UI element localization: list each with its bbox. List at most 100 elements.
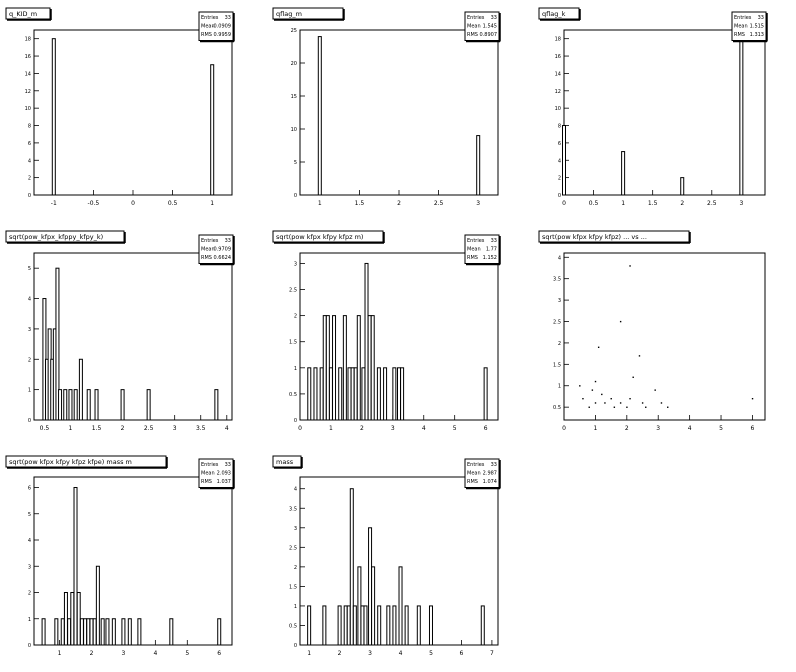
stats-value: 1.545 [483, 24, 497, 30]
plot-title: sqrt(pow_kfpx_kfppy_kfpy_k) [9, 233, 103, 241]
y-tick-label: 12 [555, 89, 561, 95]
stats-value: 1.77 [486, 247, 497, 253]
histogram-bar [41, 618, 46, 646]
histogram-bar [313, 367, 318, 421]
stats-label: Mean [734, 24, 748, 30]
y-tick-label: 12 [25, 89, 31, 95]
y-tick-label: 0 [558, 193, 561, 199]
histogram-panel: 0 1 2 3 4 5 6 0.5 1 1.5 2 2.5 3 3.5 4 sqrt(pow kfpx kfp… [538, 230, 766, 432]
histogram-bar [386, 605, 391, 646]
histogram-bar [397, 367, 401, 421]
y-tick-label: 3.5 [553, 277, 561, 283]
y-tick-label: 0 [294, 193, 297, 199]
plot-frame [33, 476, 233, 646]
plot-title: q_KID_m [9, 10, 37, 18]
histogram-bar [319, 367, 324, 421]
histogram-bar [317, 36, 322, 196]
x-tick-label: 1 [593, 425, 597, 432]
y-tick-label: 1 [28, 617, 31, 623]
x-tick-label: 3 [739, 200, 743, 207]
histogram-bar [325, 315, 330, 421]
stats-value: 0.9709 [214, 247, 232, 253]
histogram-bar [353, 367, 358, 421]
histogram-bar [76, 592, 81, 646]
scatter-point [619, 320, 622, 323]
y-tick-label: 18 [25, 37, 31, 43]
y-tick-label: 0 [28, 643, 31, 649]
x-tick-label: 1 [69, 425, 73, 432]
histogram-bar [94, 389, 99, 421]
y-tick-label: 2.5 [289, 545, 297, 551]
y-tick-label: 2 [294, 565, 297, 571]
y-tick-label: 0 [28, 193, 31, 199]
x-tick-label: 3 [173, 425, 177, 432]
stats-value: 2.987 [483, 471, 497, 477]
x-tick-label: 1 [210, 200, 214, 207]
scatter-point [613, 406, 616, 408]
plot-title-box [272, 7, 344, 20]
stats-label: RMS [467, 479, 478, 485]
scatter-point [579, 385, 581, 387]
y-tick-label: 10 [555, 106, 561, 112]
scatter-point [660, 402, 663, 404]
y-tick-label: 0 [294, 643, 297, 649]
histogram-bar [73, 389, 78, 421]
histogram-bar [210, 64, 215, 196]
y-tick-label: 2 [28, 357, 31, 363]
y-tick-label: 4 [294, 487, 297, 493]
stats-value: 33 [758, 15, 764, 21]
histogram-bar [78, 358, 83, 421]
histogram-bar [89, 618, 94, 646]
histogram-bar [376, 367, 381, 421]
stats-box [198, 234, 234, 264]
stats-value: 2.093 [217, 471, 231, 477]
stats-value: 1.074 [483, 479, 497, 485]
histogram-bar [70, 592, 75, 646]
histogram-bar [307, 367, 312, 421]
x-tick-label: 3 [391, 425, 395, 432]
stats-value: 33 [225, 462, 231, 468]
histogram-bar [349, 488, 354, 646]
x-tick-label: 4 [225, 425, 229, 432]
y-tick-label: 25 [291, 28, 297, 34]
y-tick-label: 4 [28, 538, 31, 544]
histogram-bar [739, 38, 744, 196]
stats-label: Mean [201, 247, 215, 253]
y-tick-label: 20 [291, 61, 297, 67]
stats-label: RMS [467, 32, 478, 38]
y-tick-label: 10 [25, 106, 31, 112]
histogram-bar [68, 389, 73, 421]
y-tick-label: 4 [558, 158, 561, 164]
y-tick-label: 3 [294, 526, 297, 532]
x-tick-label: 0.5 [589, 200, 599, 207]
stats-value: 33 [491, 238, 497, 244]
stats-value: 33 [225, 15, 231, 21]
histogram-bar [92, 618, 97, 646]
plot-title-box [538, 230, 690, 243]
histogram-bar [328, 367, 333, 421]
histogram-bar [416, 605, 421, 646]
y-tick-label: 5 [28, 266, 31, 272]
y-tick-label: 0.5 [553, 405, 561, 411]
histogram-bar [217, 618, 222, 646]
y-tick-label: 14 [25, 71, 31, 77]
histogram-panel: 0.5 1 1.5 2 2.5 3 3.5 4 0 1 2 3 4 5 sqrt(pow_kfpx_kfpp… [5, 230, 235, 432]
stats-box [198, 11, 234, 41]
histogram-bar [307, 605, 312, 646]
scatter-point [751, 397, 754, 400]
histogram-bar [111, 618, 116, 646]
plot-title-box [5, 455, 167, 468]
stats-box [198, 458, 234, 488]
y-tick-label: 6 [28, 486, 31, 492]
y-tick-label: 1 [294, 604, 297, 610]
x-tick-label: 4 [153, 650, 157, 657]
x-tick-label: 3 [122, 650, 126, 657]
histogram-panel: 1 2 3 4 5 6 7 0 0.5 1 1.5 2 2.5 3 3.5 4 mass Entries 33 Mea… [272, 455, 501, 657]
stats-box [464, 11, 500, 41]
plot-title: qflag_k [542, 10, 566, 18]
plot-title-box [5, 7, 51, 20]
stats-label: Mean [201, 471, 215, 477]
scatter-point [604, 402, 606, 404]
histogram-bar [404, 605, 409, 646]
scatter-point [619, 402, 622, 404]
